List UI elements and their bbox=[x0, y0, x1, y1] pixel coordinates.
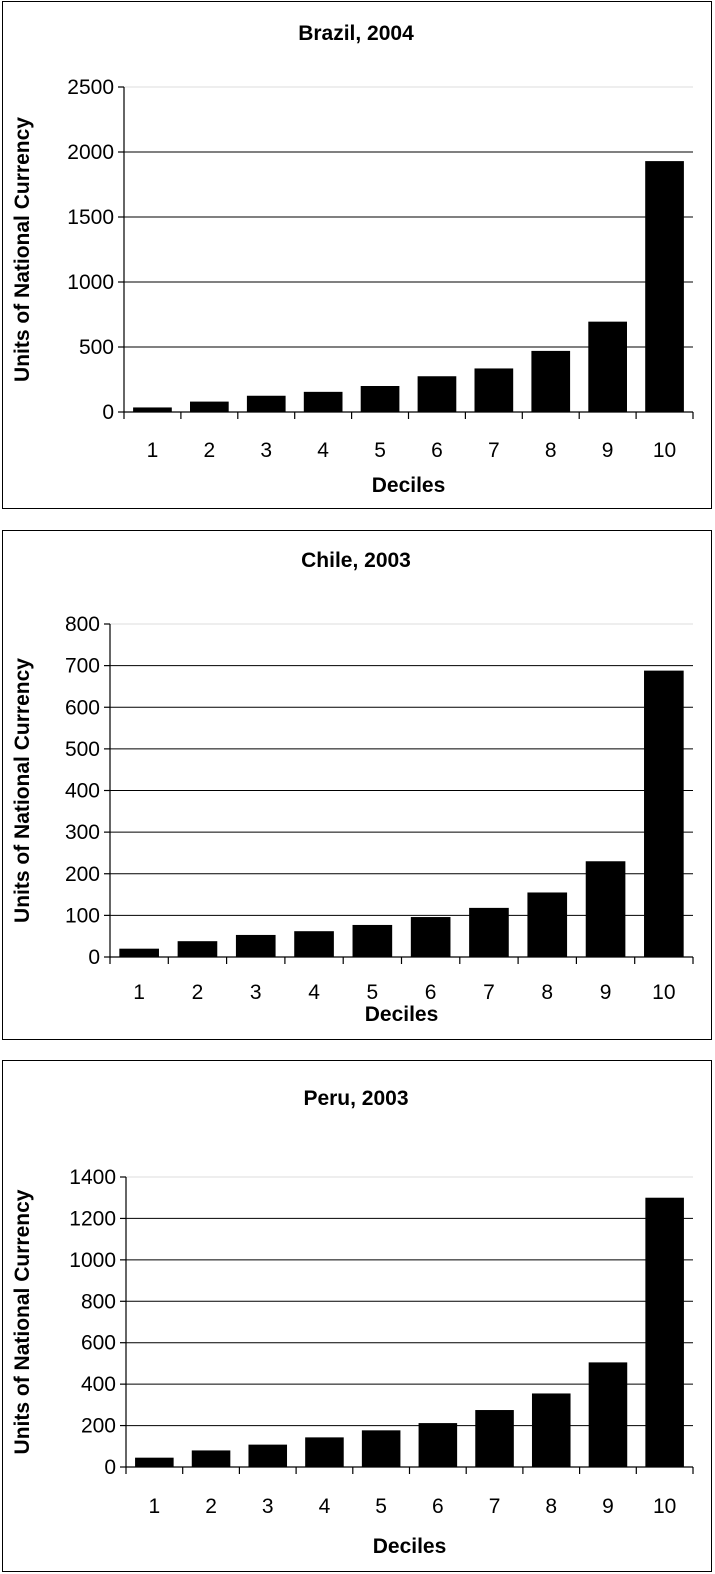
bar-decile-5 bbox=[361, 1430, 401, 1467]
bar-decile-3 bbox=[248, 1444, 288, 1467]
bar-decile-3 bbox=[235, 934, 276, 957]
y-tick-label: 2500 bbox=[67, 76, 114, 99]
y-axis-title: Units of National Currency bbox=[11, 658, 34, 923]
bar-decile-10 bbox=[645, 1197, 684, 1467]
chart-panel-brazil: 0 500 1000 1500 2000 2500 1 2 3 4 5 6 7 8 9 10 Brazil, 2… bbox=[2, 1, 712, 509]
y-tick-label: 1500 bbox=[67, 206, 114, 229]
y-tick-label: 1200 bbox=[69, 1207, 116, 1230]
bar-decile-5 bbox=[360, 386, 400, 412]
x-tick-label: 1 bbox=[147, 439, 159, 462]
y-tick-label: 400 bbox=[65, 780, 100, 803]
x-tick-label: 10 bbox=[653, 1495, 676, 1518]
x-tick-label: 9 bbox=[602, 1495, 614, 1518]
bar-decile-8 bbox=[531, 350, 571, 412]
bar-decile-7 bbox=[474, 368, 514, 412]
bar-decile-4 bbox=[294, 931, 334, 957]
y-tick-label: 800 bbox=[65, 613, 100, 636]
y-tick-label: 500 bbox=[79, 336, 114, 359]
x-tick-label: 5 bbox=[367, 981, 379, 1004]
y-tick-label: 700 bbox=[65, 655, 100, 678]
y-tick-label: 0 bbox=[104, 1456, 116, 1479]
x-tick-label: 2 bbox=[204, 439, 216, 462]
y-tick-label: 2000 bbox=[67, 141, 114, 164]
x-tick-label: 3 bbox=[250, 981, 262, 1004]
x-tick-label: 5 bbox=[375, 1495, 387, 1518]
bar-decile-5 bbox=[352, 924, 393, 957]
x-tick-label: 3 bbox=[262, 1495, 274, 1518]
x-tick-label: 7 bbox=[489, 1495, 501, 1518]
x-tick-label: 9 bbox=[600, 981, 612, 1004]
y-tick-label: 0 bbox=[88, 946, 100, 969]
y-tick-label: 600 bbox=[65, 696, 100, 719]
x-tick-label: 9 bbox=[602, 439, 614, 462]
bar-decile-4 bbox=[303, 391, 343, 412]
x-tick-label: 6 bbox=[432, 1495, 444, 1518]
y-tick-label: 0 bbox=[102, 401, 114, 424]
bar-decile-8 bbox=[531, 1393, 571, 1467]
chart-peru: 0 200 400 600 800 1000 1200 1400 1 2 3 4 5 6 7 8 9 10 Peru… bbox=[11, 1087, 694, 1558]
bar-decile-10 bbox=[644, 670, 684, 957]
y-tick-label: 100 bbox=[65, 904, 100, 927]
bar-decile-9 bbox=[588, 1362, 628, 1467]
bar-decile-9 bbox=[588, 321, 627, 412]
bar-decile-3 bbox=[246, 395, 286, 412]
x-tick-label: 4 bbox=[308, 981, 320, 1004]
x-tick-label: 7 bbox=[488, 439, 500, 462]
x-tick-label: 8 bbox=[545, 439, 557, 462]
y-tick-label: 800 bbox=[81, 1290, 116, 1313]
bar-decile-2 bbox=[177, 941, 218, 957]
chart-brazil: 0 500 1000 1500 2000 2500 1 2 3 4 5 6 7 8 9 10 Brazil, 2… bbox=[11, 22, 694, 497]
y-tick-label: 1000 bbox=[69, 1249, 116, 1272]
x-tick-label: 4 bbox=[319, 1495, 331, 1518]
x-tick-label: 2 bbox=[205, 1495, 217, 1518]
y-axis-title: Units of National Currency bbox=[11, 117, 34, 382]
bar-decile-8 bbox=[527, 892, 568, 957]
x-tick-label: 5 bbox=[374, 439, 386, 462]
x-axis-title: Deciles bbox=[365, 1003, 439, 1026]
bar-decile-6 bbox=[417, 376, 457, 412]
chart-panel-peru: 0 200 400 600 800 1000 1200 1400 1 2 3 4 5 6 7 8 9 10 Peru… bbox=[2, 1060, 712, 1572]
bar-decile-1 bbox=[119, 948, 159, 957]
x-tick-label: 6 bbox=[431, 439, 443, 462]
y-tick-label: 500 bbox=[65, 738, 100, 761]
bar-decile-4 bbox=[305, 1437, 344, 1467]
x-tick-label: 10 bbox=[653, 439, 676, 462]
y-tick-label: 1400 bbox=[69, 1166, 116, 1189]
bar-decile-6 bbox=[418, 1423, 458, 1467]
bar-decile-9 bbox=[585, 861, 626, 957]
x-tick-label: 8 bbox=[545, 1495, 557, 1518]
bar-decile-7 bbox=[469, 907, 509, 957]
bar-decile-10 bbox=[645, 161, 684, 412]
bar-decile-2 bbox=[190, 401, 229, 412]
chart-title: Brazil, 2004 bbox=[298, 22, 414, 45]
chart-chile: 0 100 200 300 400 500 600 700 800 1 2 3 4 5 6 7 8 9 10 Chil… bbox=[11, 549, 694, 1026]
chart-title: Peru, 2003 bbox=[303, 1087, 408, 1110]
y-tick-label: 200 bbox=[65, 863, 100, 886]
x-tick-label: 1 bbox=[133, 981, 145, 1004]
chart-panel-chile: 0 100 200 300 400 500 600 700 800 1 2 3 4 5 6 7 8 9 10 Chil… bbox=[2, 530, 712, 1040]
x-tick-label: 6 bbox=[425, 981, 437, 1004]
bar-decile-1 bbox=[135, 1457, 174, 1467]
x-axis-title: Deciles bbox=[373, 1535, 447, 1558]
x-tick-label: 2 bbox=[192, 981, 204, 1004]
x-tick-label: 3 bbox=[260, 439, 272, 462]
x-axis-title: Deciles bbox=[372, 474, 446, 497]
x-tick-label: 1 bbox=[149, 1495, 161, 1518]
bar-decile-1 bbox=[133, 407, 172, 412]
x-tick-label: 4 bbox=[317, 439, 329, 462]
bar-decile-2 bbox=[191, 1450, 231, 1467]
x-tick-label: 7 bbox=[483, 981, 495, 1004]
y-tick-label: 1000 bbox=[67, 271, 114, 294]
chart-title: Chile, 2003 bbox=[301, 549, 411, 572]
y-axis-title: Units of National Currency bbox=[11, 1189, 34, 1454]
y-tick-label: 600 bbox=[81, 1332, 116, 1355]
y-tick-label: 400 bbox=[81, 1373, 116, 1396]
x-tick-label: 10 bbox=[652, 981, 675, 1004]
bar-decile-7 bbox=[475, 1410, 514, 1467]
y-tick-label: 200 bbox=[81, 1415, 116, 1438]
bar-decile-6 bbox=[410, 917, 451, 957]
y-tick-label: 300 bbox=[65, 821, 100, 844]
x-tick-label: 8 bbox=[541, 981, 553, 1004]
